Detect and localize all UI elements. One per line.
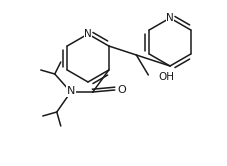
Text: OH: OH [158,72,174,82]
Text: N: N [66,86,75,96]
Text: N: N [165,13,173,23]
Text: O: O [117,85,126,95]
Text: N: N [84,29,91,39]
